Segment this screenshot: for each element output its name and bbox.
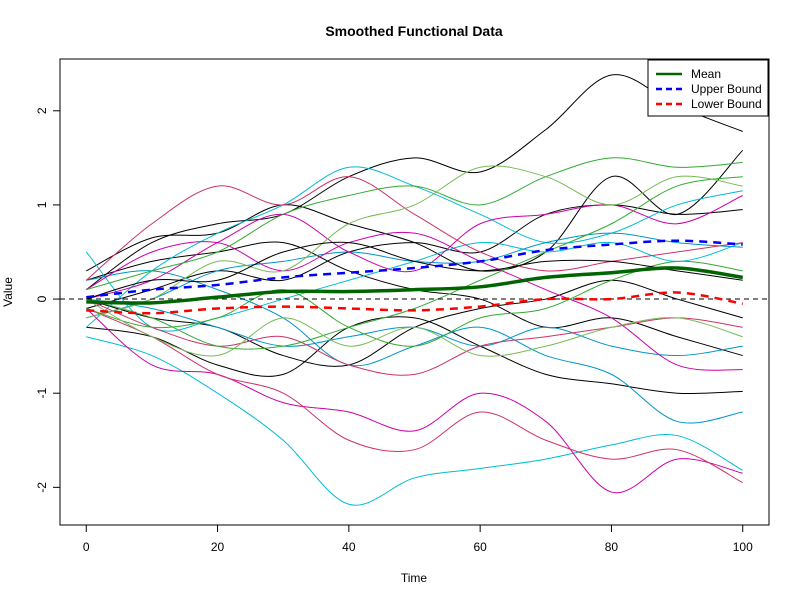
y-tick-label: -2 [35, 482, 49, 493]
x-tick-label: 80 [605, 540, 619, 554]
x-tick-label: 40 [342, 540, 356, 554]
functional-curve [85, 308, 743, 494]
y-tick-label: 2 [35, 107, 49, 114]
plot-area [60, 74, 769, 506]
legend-label: Upper Bound [691, 82, 762, 96]
y-tick-label: 0 [35, 295, 49, 302]
functional-curve [86, 232, 743, 319]
x-axis: 0 20 40 60 80 100 [83, 524, 753, 554]
x-tick-label: 20 [211, 540, 225, 554]
y-tick-label: 1 [35, 201, 49, 208]
functional-curve [86, 336, 743, 506]
functional-curve [86, 260, 743, 347]
x-tick-label: 0 [83, 540, 90, 554]
x-tick-label: 60 [473, 540, 487, 554]
functional-curve [86, 298, 743, 357]
y-axis: -2 -1 0 1 2 [35, 107, 61, 493]
x-tick-label: 100 [733, 540, 753, 554]
functional-curve [86, 298, 743, 376]
functional-curve [86, 231, 743, 371]
functional-curve [85, 166, 743, 328]
functional-curve [85, 74, 743, 291]
functional-curve [86, 279, 743, 367]
functional-curve [86, 308, 743, 484]
summary-layer [86, 239, 743, 315]
functional-curve [86, 176, 743, 350]
functional-curve [86, 241, 743, 300]
functional-curve [86, 270, 743, 424]
curves-layer [85, 74, 744, 506]
y-tick-label: -1 [35, 388, 49, 399]
mean-line [86, 266, 743, 305]
x-axis-label: Time [401, 571, 428, 585]
chart-title: Smoothed Functional Data [325, 23, 503, 39]
functional-curve [85, 176, 743, 281]
functional-curve [86, 195, 743, 300]
upper-bound-line [86, 239, 743, 299]
lower-bound-line [86, 291, 743, 315]
functional-curve [86, 165, 743, 319]
legend-label: Mean [691, 67, 721, 81]
y-axis-label: Value [1, 277, 15, 307]
functional-curve [86, 157, 743, 291]
legend-label: Lower Bound [691, 97, 762, 111]
functional-curve [86, 204, 743, 309]
functional-curve [86, 149, 744, 272]
